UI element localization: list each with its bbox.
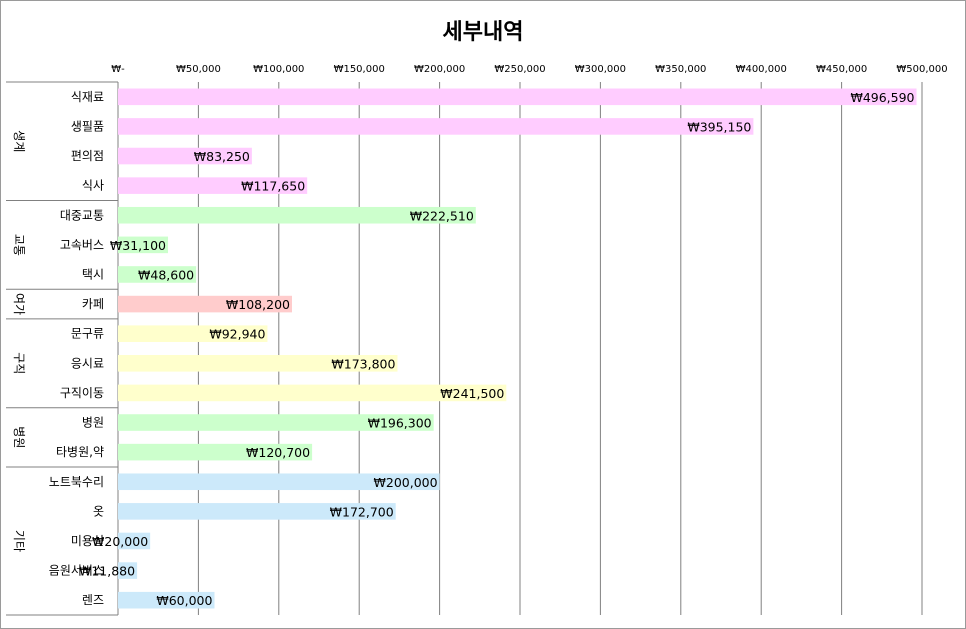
bar — [118, 591, 215, 609]
category-label: 병원 — [82, 416, 104, 430]
x-tick-label: ₩500,000 — [896, 64, 947, 75]
category-label: 옷 — [93, 504, 104, 518]
bar — [118, 236, 169, 254]
category-label: 구직이동 — [60, 386, 104, 400]
bar — [118, 443, 313, 461]
bar — [118, 118, 754, 135]
bar — [118, 266, 197, 283]
bar — [118, 177, 308, 194]
x-tick-label: ₩400,000 — [736, 64, 787, 75]
group-label: 기타 — [12, 530, 26, 552]
x-tick-label: ₩100,000 — [253, 64, 304, 75]
data-label: ₩395,150 — [687, 119, 751, 134]
category-label: 노트북수리 — [49, 475, 104, 489]
data-label: ₩48,600 — [138, 267, 194, 282]
data-label: ₩60,000 — [156, 593, 212, 608]
category-label: 카페 — [82, 297, 104, 311]
data-label: ₩200,000 — [374, 475, 438, 490]
category-label: 편의점 — [71, 149, 104, 163]
data-label: ₩92,940 — [209, 327, 265, 342]
data-label: ₩222,510 — [410, 208, 474, 223]
group-label: 교통 — [12, 234, 26, 256]
bar — [118, 147, 252, 165]
category-label: 문구류 — [71, 327, 104, 341]
x-tick-label: ₩300,000 — [575, 64, 626, 75]
group-label: 병원 — [12, 426, 26, 448]
bar — [118, 473, 440, 491]
category-label: 고속버스 — [60, 238, 104, 252]
bar — [118, 414, 434, 431]
bars — [118, 88, 917, 609]
x-tick-label: ₩- — [111, 64, 125, 75]
data-label: ₩11,880 — [79, 564, 135, 579]
bar — [118, 532, 151, 550]
data-label: ₩108,200 — [226, 297, 290, 312]
data-label: ₩83,250 — [194, 149, 250, 164]
bar — [118, 295, 292, 313]
category-label: 음원서비스 — [49, 564, 104, 578]
x-tick-label: ₩450,000 — [816, 64, 867, 75]
category-label: 렌즈 — [82, 593, 104, 607]
chart-title: 세부내역 — [443, 20, 524, 45]
x-tick-label: ₩200,000 — [414, 64, 465, 75]
category-label: 대중교통 — [60, 208, 104, 222]
category-label: 미용실 — [71, 534, 104, 548]
category-label: 택시 — [82, 267, 104, 281]
data-label: ₩20,000 — [92, 534, 148, 549]
x-tick-label: ₩350,000 — [655, 64, 706, 75]
x-tick-label: ₩150,000 — [334, 64, 385, 75]
bar — [118, 355, 398, 372]
bar — [118, 384, 507, 402]
data-label: ₩241,500 — [440, 386, 504, 401]
data-label: ₩120,700 — [246, 445, 310, 460]
x-tick-label: ₩250,000 — [494, 64, 545, 75]
group-label: 여가 — [12, 293, 26, 315]
data-labels: ₩496,590 ₩395,150 ₩83,250 ₩117,650 ₩222,510 ₩… — [79, 90, 915, 608]
bar — [118, 562, 138, 579]
category-label: 식사 — [82, 179, 104, 193]
x-tick-label: ₩50,000 — [176, 64, 221, 75]
data-label: ₩496,590 — [850, 90, 914, 105]
group-label: 구직 — [12, 352, 26, 374]
category-label: 생필품 — [71, 119, 104, 133]
category-label: 응시료 — [71, 356, 104, 370]
data-label: ₩117,650 — [241, 179, 305, 194]
group-label: 생계 — [12, 130, 26, 152]
data-label: ₩172,700 — [330, 504, 394, 519]
data-label: ₩196,300 — [368, 416, 432, 431]
category-label: 타병원,약 — [56, 444, 104, 459]
category-label: 식재료 — [71, 90, 104, 104]
bar — [118, 503, 396, 520]
grid-lines — [117, 82, 923, 615]
bar — [118, 206, 476, 224]
data-label: ₩31,100 — [110, 238, 166, 253]
bar — [118, 325, 268, 342]
x-axis-tick-labels: ₩- ₩50,000 ₩100,000 ₩150,000 ₩200,000 ₩250,00… — [111, 64, 947, 75]
data-label: ₩173,800 — [331, 356, 395, 371]
category-axis: 식재료생필품편의점식사대중교통고속버스택시카페문구류응시료구직이동병원타병원,약… — [6, 81, 119, 616]
bar — [118, 88, 917, 106]
